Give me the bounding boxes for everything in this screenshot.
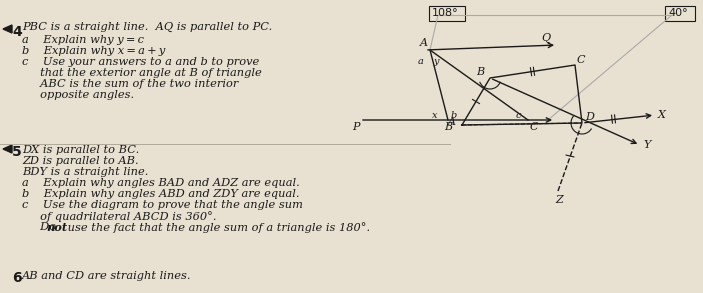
Text: opposite angles.: opposite angles. [22, 90, 134, 100]
Text: ABC is the sum of the two interior: ABC is the sum of the two interior [22, 79, 238, 89]
Text: B: B [476, 67, 484, 77]
Text: b    Explain why x = a + y: b Explain why x = a + y [22, 46, 165, 56]
Text: 40°: 40° [668, 8, 688, 18]
Polygon shape [3, 25, 12, 33]
Text: Z: Z [555, 195, 562, 205]
Text: b    Explain why angles ABD and ZDY are equal.: b Explain why angles ABD and ZDY are equ… [22, 189, 299, 199]
Text: BDY is a straight line.: BDY is a straight line. [22, 167, 148, 177]
Text: x: x [432, 111, 437, 120]
Text: 4: 4 [12, 25, 22, 39]
Text: D: D [585, 112, 594, 122]
Text: B: B [444, 122, 452, 132]
Text: Q: Q [541, 33, 550, 43]
Text: DX is parallel to BC.: DX is parallel to BC. [22, 145, 139, 155]
Text: that the exterior angle at B of triangle: that the exterior angle at B of triangle [22, 68, 262, 78]
Text: C: C [530, 122, 538, 132]
Text: c    Use the diagram to prove that the angle sum: c Use the diagram to prove that the angl… [22, 200, 303, 210]
Text: 5: 5 [12, 145, 22, 159]
Polygon shape [3, 145, 12, 153]
Text: ZD is parallel to AB.: ZD is parallel to AB. [22, 156, 138, 166]
Text: y: y [433, 57, 439, 66]
Text: b: b [451, 111, 457, 120]
Text: c    Use your answers to a and b to prove: c Use your answers to a and b to prove [22, 57, 259, 67]
Text: c: c [516, 111, 522, 120]
Text: a: a [418, 57, 424, 66]
Text: PBC is a straight line.  AQ is parallel to PC.: PBC is a straight line. AQ is parallel t… [22, 22, 272, 32]
Text: Y: Y [643, 140, 650, 150]
Text: AB and CD are straight lines.: AB and CD are straight lines. [22, 271, 191, 281]
Text: 6: 6 [12, 271, 22, 285]
Text: use the fact that the angle sum of a triangle is 180°.: use the fact that the angle sum of a tri… [64, 222, 370, 233]
Text: X: X [658, 110, 666, 120]
Text: A: A [448, 117, 456, 127]
Text: P: P [352, 122, 359, 132]
Text: a    Explain why y = c: a Explain why y = c [22, 35, 144, 45]
Text: a    Explain why angles BAD and ADZ are equal.: a Explain why angles BAD and ADZ are equ… [22, 178, 299, 188]
Text: A: A [420, 38, 428, 48]
Text: of quadrilateral ABCD is 360°.: of quadrilateral ABCD is 360°. [22, 211, 217, 222]
Text: 108°: 108° [432, 8, 458, 18]
Text: C: C [577, 55, 586, 65]
Text: Do: Do [22, 222, 60, 232]
Text: not: not [46, 222, 67, 233]
